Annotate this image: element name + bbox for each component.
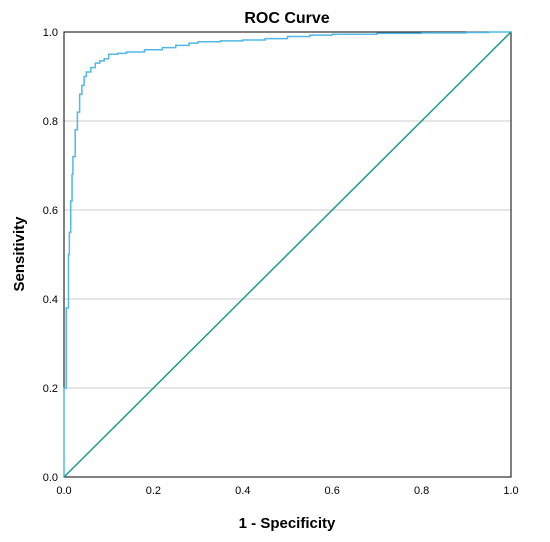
plot-frame: [63, 31, 512, 478]
x-tick-labels: 0.0 0.2 0.4 0.6 0.8 1.0: [56, 485, 518, 497]
roc-curve: [63, 31, 511, 477]
series-group: [63, 31, 512, 478]
y-tick-label: 0.4: [43, 294, 58, 306]
x-tick-label: 0.0: [56, 485, 71, 497]
x-axis-label: 1 - Specificity: [239, 515, 336, 532]
y-tick-labels: 0.0 0.2 0.4 0.6 0.8 1.0: [43, 27, 58, 484]
y-tick-label: 0.6: [43, 205, 58, 217]
grid-lines: [64, 120, 511, 389]
x-tick-label: 0.8: [414, 485, 429, 497]
y-tick-label: 0.2: [43, 383, 58, 395]
chart-title: ROC Curve: [244, 10, 329, 27]
x-tick-label: 1.0: [503, 485, 518, 497]
y-axis-label: Sensitivity: [11, 216, 28, 292]
y-tick-label: 1.0: [43, 27, 58, 39]
x-tick-label: 0.4: [235, 485, 250, 497]
y-tick-label: 0.8: [43, 116, 58, 128]
reference-line: [63, 31, 512, 478]
x-tick-label: 0.2: [146, 485, 161, 497]
y-tick-label: 0.0: [43, 472, 58, 484]
x-tick-label: 0.6: [325, 485, 340, 497]
